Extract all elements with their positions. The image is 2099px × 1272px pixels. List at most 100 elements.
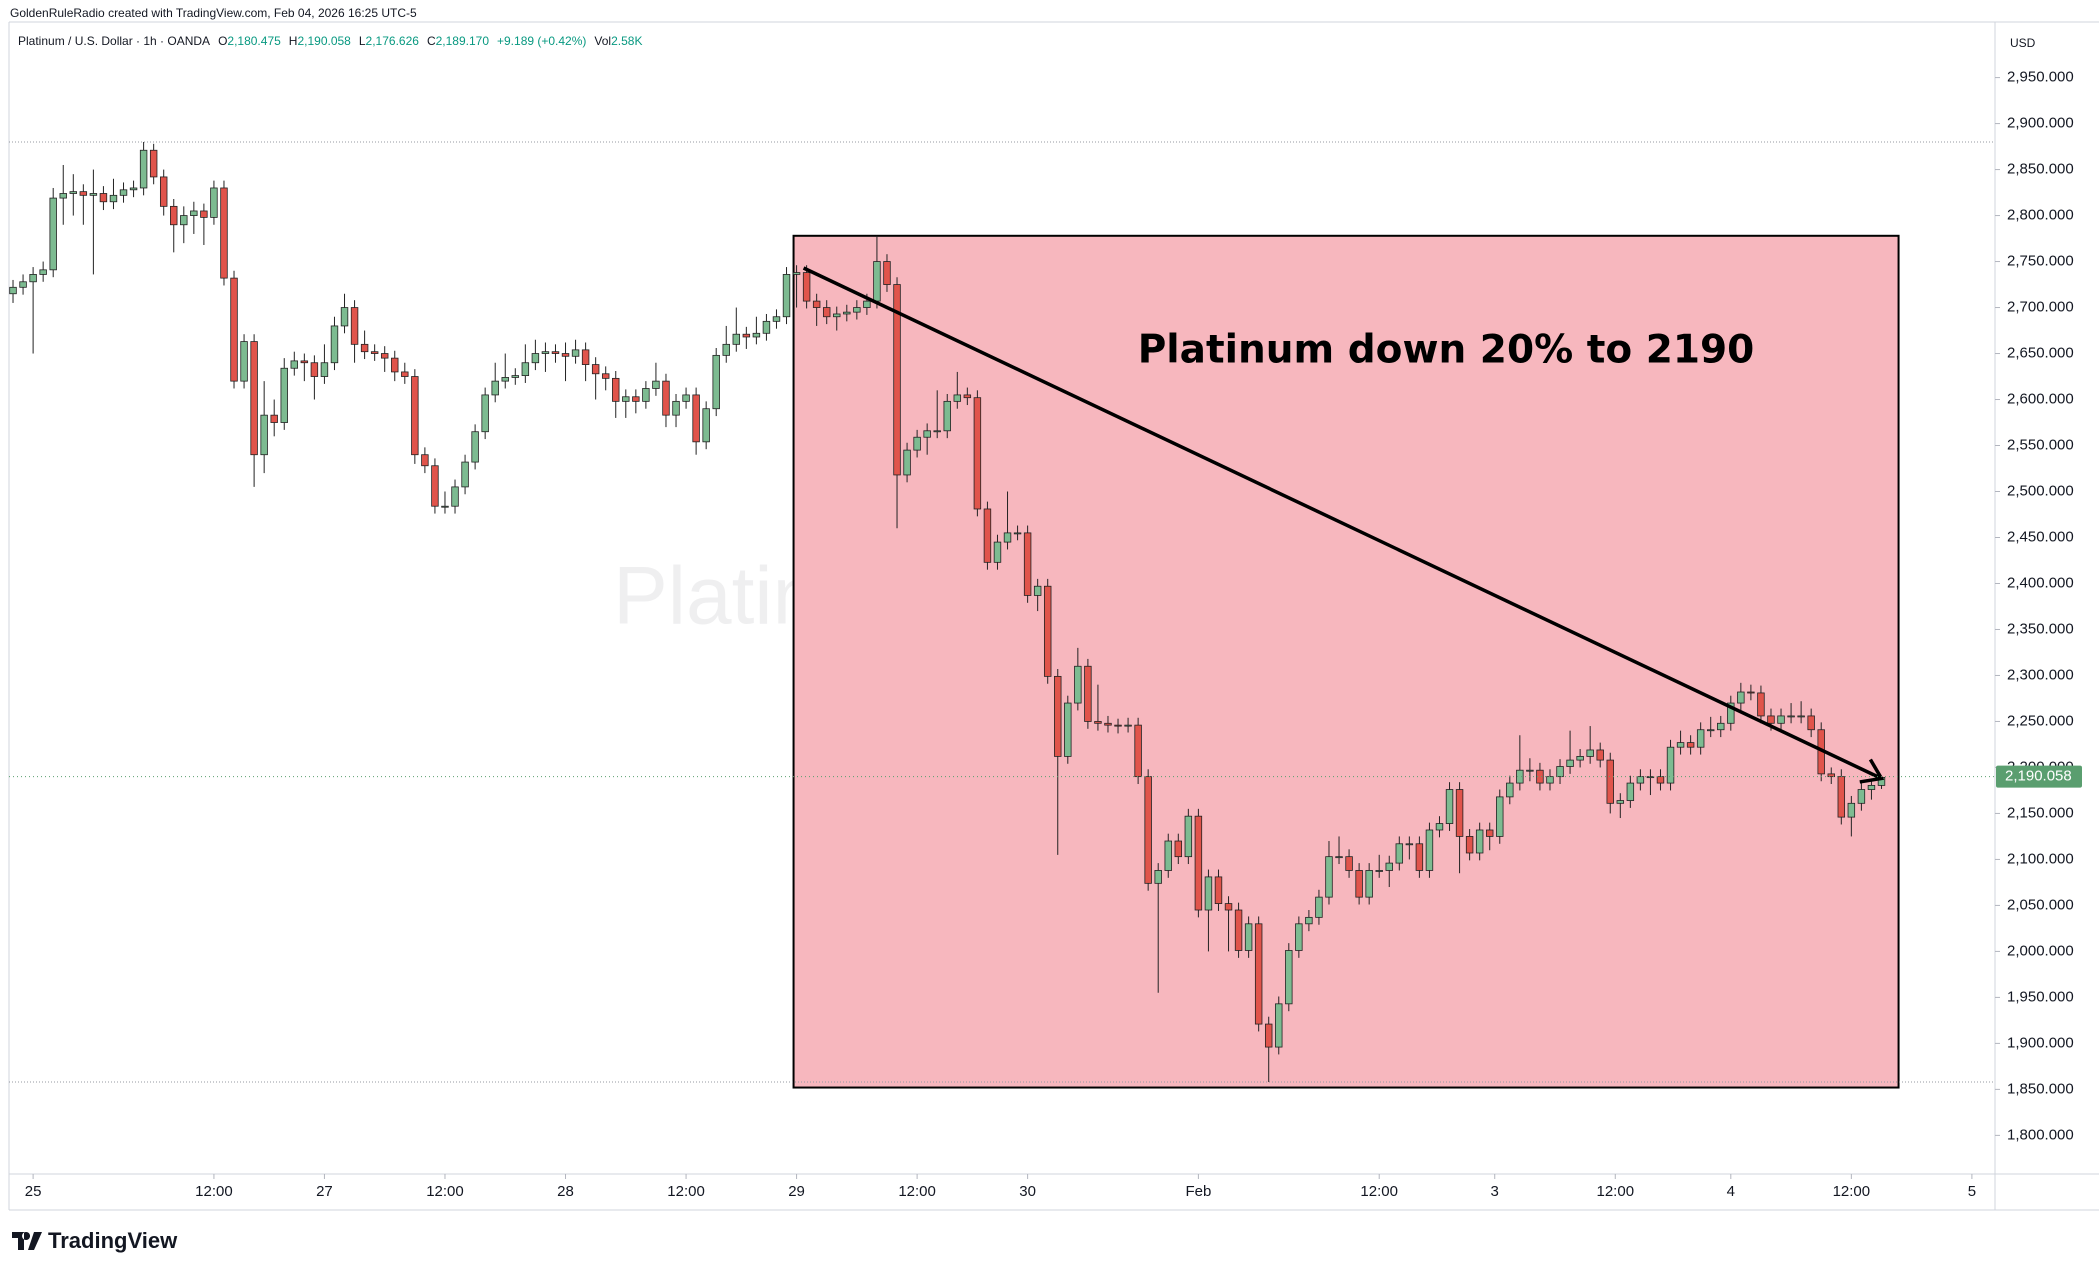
candle-body xyxy=(712,354,720,410)
legend-key: C xyxy=(426,34,436,48)
candle-body xyxy=(1365,870,1373,898)
candle-body xyxy=(1435,823,1444,831)
candle-body xyxy=(250,341,258,456)
x-tick-label: 12:00 xyxy=(195,1183,233,1200)
candle-body xyxy=(923,430,931,438)
candle-body xyxy=(29,274,37,283)
candle-body xyxy=(1857,789,1866,804)
candle-body xyxy=(1224,903,1233,911)
y-tick-label: 2,800.000 xyxy=(2007,207,2074,224)
candle-body xyxy=(1275,1003,1283,1048)
candle-body xyxy=(662,380,670,416)
candle-body xyxy=(612,377,620,402)
x-tick-label: 30 xyxy=(1019,1183,1036,1200)
candle-body xyxy=(350,307,359,345)
x-tick-label: 28 xyxy=(557,1183,574,1200)
candle-body xyxy=(1526,769,1534,772)
candle-body xyxy=(481,394,489,433)
candle-body xyxy=(511,375,520,378)
candle-body xyxy=(1445,789,1454,824)
candle-body xyxy=(431,465,439,507)
candle-body xyxy=(1234,909,1243,951)
candle-body xyxy=(762,320,771,334)
candle-body xyxy=(320,362,329,377)
candle-body xyxy=(1114,724,1122,727)
candle-body xyxy=(190,210,198,216)
candle-body xyxy=(149,149,158,178)
candle-body xyxy=(1174,840,1183,858)
candle-body xyxy=(411,376,419,456)
candle-body xyxy=(220,187,228,279)
candle-body xyxy=(49,197,57,271)
candle-body xyxy=(571,349,580,357)
candle-body xyxy=(210,187,218,218)
y-tick-label: 2,250.000 xyxy=(2007,712,2074,729)
candle-body xyxy=(180,215,188,226)
arrow-head xyxy=(1859,758,1885,784)
y-tick-label: 2,750.000 xyxy=(2007,253,2074,270)
candle-body xyxy=(1023,532,1032,596)
candle-body xyxy=(792,272,801,275)
y-tick-label: 2,500.000 xyxy=(2007,482,2074,499)
y-tick-label: 2,550.000 xyxy=(2007,436,2074,453)
candle-body xyxy=(1807,715,1815,731)
candle-body xyxy=(1787,715,1795,718)
legend-value: +9.189 (+0.42%) xyxy=(497,34,587,48)
y-tick-label: 1,800.000 xyxy=(2007,1126,2074,1143)
legend-key: Vol xyxy=(594,34,612,48)
candle-body xyxy=(581,349,590,365)
candle-body xyxy=(230,277,238,382)
candle-body xyxy=(802,272,811,302)
candle-body xyxy=(963,394,972,399)
candle-body xyxy=(1666,746,1675,784)
candle-body xyxy=(973,397,982,510)
candle-body xyxy=(1375,870,1383,872)
candle-body xyxy=(1696,729,1705,748)
candle-body xyxy=(812,300,821,308)
candle-body xyxy=(9,286,17,295)
y-tick-label: 2,350.000 xyxy=(2007,620,2074,637)
candle-body xyxy=(1254,923,1263,1025)
candle-body xyxy=(1626,782,1635,801)
candle-body xyxy=(1204,876,1213,911)
candle-body xyxy=(360,343,369,353)
candle-body xyxy=(913,436,921,451)
candle-body xyxy=(531,353,540,364)
legend-value: 2.58K xyxy=(611,34,643,48)
candle-body xyxy=(1355,870,1363,898)
candle-body xyxy=(1847,802,1856,818)
candle-body xyxy=(1767,715,1775,724)
candle-body xyxy=(1827,773,1835,778)
candle-body xyxy=(722,343,730,356)
candle-body xyxy=(1737,691,1745,704)
candle-body xyxy=(1405,843,1414,846)
candle-body xyxy=(290,360,299,369)
candle-body xyxy=(129,187,138,191)
candle-body xyxy=(59,193,67,199)
last-price-box xyxy=(1996,765,2082,788)
legend: Platinum / U.S. Dollar · 1h · OANDA O2,18… xyxy=(18,34,650,48)
candle-body xyxy=(1244,923,1253,951)
candle-body xyxy=(1636,776,1645,784)
candle-body xyxy=(1475,829,1484,854)
legend-key: O xyxy=(218,34,228,48)
y-tick-label: 2,700.000 xyxy=(2007,299,2074,316)
legend-value: 2,176.626 xyxy=(365,34,419,48)
candle-body xyxy=(833,313,841,318)
annotation: Platinum down 20% to 2190 xyxy=(1138,328,1755,373)
last-price-label: 2,190.058 xyxy=(2005,768,2072,785)
candle-body xyxy=(1144,776,1152,884)
candle-body xyxy=(1576,756,1584,761)
candle-body xyxy=(451,486,459,507)
symbol: Platinum / U.S. Dollar · 1h · OANDA xyxy=(18,34,211,48)
candle-body xyxy=(391,357,399,373)
candle-body xyxy=(200,210,208,218)
x-tick-label: 29 xyxy=(788,1183,805,1200)
candle-body xyxy=(772,316,781,322)
candle-body xyxy=(1134,724,1142,778)
candle-body xyxy=(1646,776,1655,779)
candle-body xyxy=(1536,769,1544,784)
x-tick-label: 5 xyxy=(1968,1183,1976,1200)
candle-body xyxy=(983,508,992,563)
